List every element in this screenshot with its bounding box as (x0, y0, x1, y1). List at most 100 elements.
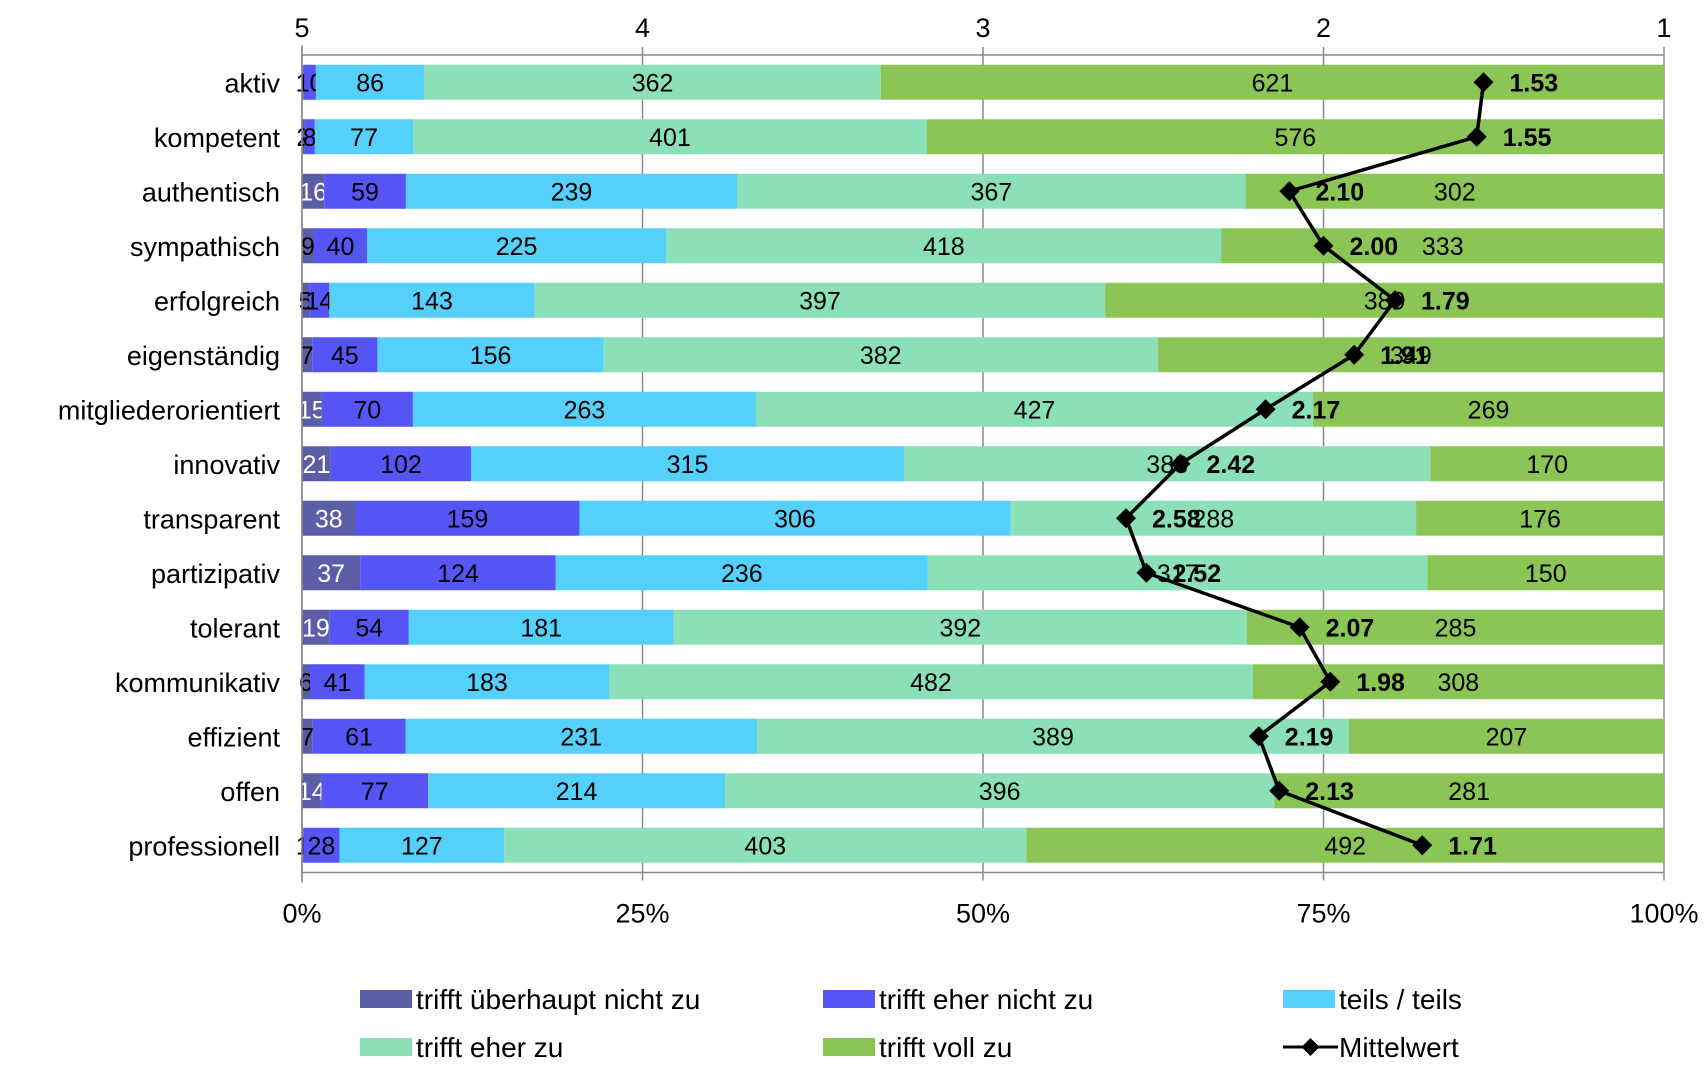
mean-marker (1320, 671, 1341, 692)
legend-item: trifft eher zu (360, 1032, 563, 1063)
bar-segment (504, 827, 1027, 863)
bar-segment (579, 500, 1011, 536)
bar-segment (609, 664, 1253, 700)
mean-marker (1466, 126, 1487, 147)
mean-value-label: 1.53 (1510, 69, 1559, 97)
bar-segment (304, 119, 315, 155)
bar-value-label: 239 (551, 178, 593, 206)
bar-segment (1427, 555, 1664, 591)
bar-value-label: 492 (1324, 832, 1366, 860)
bar-segment (555, 555, 928, 591)
mean-value-label: 1.79 (1421, 287, 1470, 315)
bar-value-label: 156 (470, 342, 512, 370)
bar-segment (303, 827, 340, 863)
bar-value-label: 231 (560, 723, 602, 751)
bar-value-label: 70 (353, 396, 381, 424)
bar-segment (355, 500, 580, 536)
bar-segment (1157, 337, 1664, 373)
top-tick-label: 3 (975, 13, 990, 43)
bar-value-label: 127 (401, 832, 443, 860)
bottom-tick-label: 100% (1629, 899, 1698, 929)
bar-value-label: 124 (437, 560, 479, 588)
legend-label: teils / teils (1339, 984, 1462, 1015)
bar-value-label: 176 (1519, 505, 1561, 533)
bar-segment (302, 718, 313, 754)
bar-segment (330, 446, 472, 482)
bar-value-label: 362 (632, 69, 674, 97)
bar-value-label: 61 (345, 723, 373, 751)
mean-value-label: 2.13 (1305, 778, 1354, 806)
mean-value-label: 2.19 (1285, 723, 1334, 751)
legend: trifft überhaupt nicht zu trifft eher nic… (360, 984, 1462, 1063)
bar-value-label: 37 (317, 560, 345, 588)
bar-value-label: 143 (411, 287, 453, 315)
category-label: offen (220, 777, 280, 807)
legend-color-swatch (1283, 990, 1335, 1008)
bottom-tick-label: 75% (1296, 899, 1350, 929)
bar-segment (313, 228, 368, 264)
bar-segment (405, 173, 738, 209)
bar-segment (1026, 827, 1664, 863)
bar-segment (1313, 391, 1664, 427)
legend-color-swatch (360, 1038, 412, 1056)
legend-color-swatch (360, 990, 412, 1008)
bar-segment (412, 391, 756, 427)
bar-segment (302, 664, 311, 700)
legend-item: trifft voll zu (823, 1032, 1012, 1063)
legend-label: trifft eher zu (416, 1032, 563, 1063)
bar-segment (534, 282, 1106, 318)
bottom-tick-label: 50% (956, 899, 1010, 929)
legend-item: trifft überhaupt nicht zu (360, 984, 700, 1015)
bar-segment (312, 718, 406, 754)
mean-marker (1385, 290, 1406, 311)
legend-color-swatch (823, 1038, 875, 1056)
bar-value-label: 285 (1435, 614, 1477, 642)
bar-segment (725, 773, 1275, 809)
bar-segment (603, 337, 1158, 373)
bar-value-label: 396 (979, 778, 1021, 806)
bar-segment (666, 228, 1222, 264)
category-label: eigenständig (127, 341, 280, 371)
mean-value-label: 2.52 (1172, 560, 1221, 588)
bar-value-label: 367 (970, 178, 1012, 206)
bar-segment (413, 119, 927, 155)
mean-marker (1313, 235, 1334, 256)
bar-segment (880, 64, 1664, 100)
bottom-tick-label: 25% (615, 899, 669, 929)
mean-value-label: 2.17 (1292, 396, 1341, 424)
axes: aktiv kompetent authentisch sympathisch erfo… (58, 13, 1699, 929)
bar-segment (408, 609, 674, 645)
bar-value-label: 308 (1438, 669, 1480, 697)
bar-value-label: 621 (1252, 69, 1294, 97)
bar-segment (424, 64, 881, 100)
bar-segment (1247, 609, 1664, 645)
category-label: professionell (128, 831, 280, 861)
bottom-tick-label: 0% (282, 899, 321, 929)
bar-segment (377, 337, 604, 373)
bar-segment (329, 282, 535, 318)
bar-segment (302, 555, 361, 591)
bar-value-label: 150 (1525, 560, 1567, 588)
bar-segment (1274, 773, 1664, 809)
bar-segment (1221, 228, 1664, 264)
bar-value-label: 214 (556, 778, 598, 806)
mean-marker (1255, 399, 1276, 420)
mean-marker (1170, 453, 1191, 474)
bar-value-label: 333 (1422, 233, 1464, 261)
mean-value-label: 2.00 (1350, 233, 1399, 261)
bar-value-label: 403 (744, 832, 786, 860)
category-label: kommunikativ (115, 668, 281, 698)
bar-value-label: 16 (299, 178, 327, 206)
category-label: authentisch (142, 177, 280, 207)
category-label: aktiv (224, 68, 280, 98)
bar-value-label: 59 (351, 178, 379, 206)
bar-value-label: 576 (1274, 124, 1316, 152)
bar-value-label: 21 (303, 451, 331, 479)
bar-value-label: 397 (799, 287, 841, 315)
top-tick-label: 2 (1316, 13, 1331, 43)
bar-value-label: 7 (300, 723, 314, 751)
mean-marker (1248, 726, 1269, 747)
bar-value-label: 401 (649, 124, 691, 152)
bar-value-label: 181 (520, 614, 562, 642)
